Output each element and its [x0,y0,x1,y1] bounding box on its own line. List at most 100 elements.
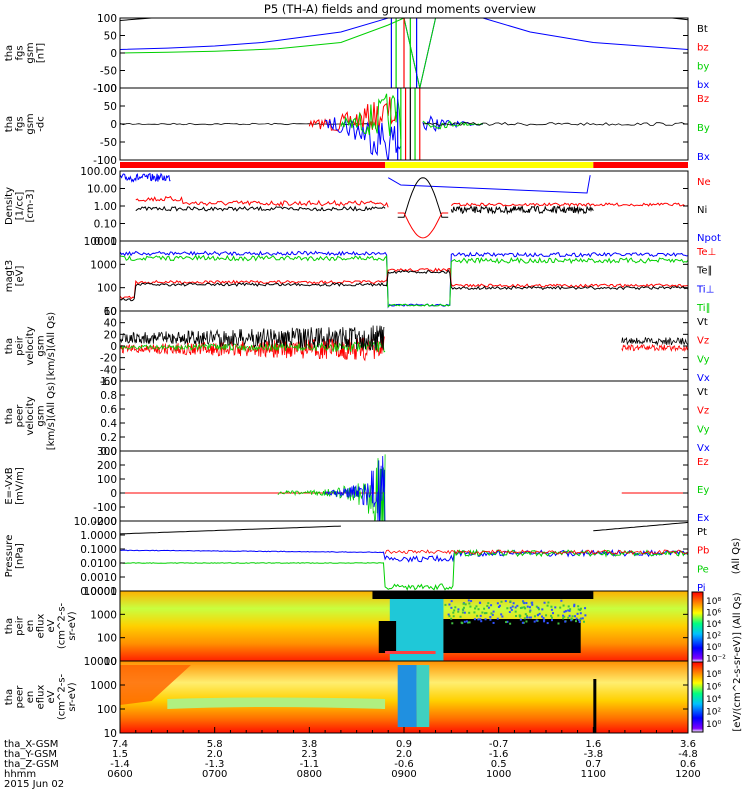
efield-ytick: 100 [97,474,117,486]
spec-speckle [500,600,503,603]
spec-speckle [490,612,493,615]
peir_velocity-ylabel: velocity [25,326,36,365]
spec-speckle [550,608,553,611]
peir_velocity-plot-area [120,325,688,362]
spec-speckle [519,614,522,617]
spec-speckle [464,603,467,606]
spec-speckle [452,615,455,618]
series-Te-par [120,269,688,302]
density-ytick: 100.00 [80,166,117,178]
spec-speckle [478,601,481,604]
fgs_dc-plot-area [120,88,688,160]
series-Pt [120,525,341,535]
spec-speckle [509,600,512,603]
pressure-ytick: 0.0010 [80,572,117,584]
figure-title: P5 (TH-A) fields and ground moments over… [264,2,536,16]
spec-speckle [519,618,522,621]
spec-speckle [568,614,571,617]
fgs_dc-frame [119,87,689,161]
xaxis-row-label: 2015 Jun 02 [4,779,64,790]
fgs_dc-legend-Bx: Bx [697,152,710,163]
series-Npot [387,175,591,194]
peer_velocity-ylabel: peer [15,404,26,428]
spec-speckle [459,615,462,618]
spec-speckle [492,610,495,613]
spec-speckle [554,606,557,609]
peer_velocity-legend-Vz: Vz [697,406,709,417]
spec-speckle [505,621,508,624]
temperature-legend-Te∥: Te∥ [696,266,713,277]
peer_velocity-ytick: 0.8 [100,390,117,402]
fgs_dc-ylabel: -dc [36,116,47,131]
spec-speckle [484,618,487,621]
peir_spec-ylabel: tha [4,618,15,634]
spec-speckle [485,612,488,615]
efield-ytick: 200 [97,460,117,472]
spec-speckle [538,612,541,615]
spec-speckle [504,600,507,603]
series-Ne [397,212,449,239]
spec-speckle [563,615,566,618]
peer_velocity-frame [119,380,689,452]
fgs-legend-by: by [697,61,709,72]
temperature-ytick: 1000 [90,259,117,271]
spec-speckle [563,610,566,613]
peir_spec-ytick: 100 [97,633,117,645]
spec-speckle [564,610,567,613]
peir_spec-ylabel: eV [46,619,57,632]
fgs_dc-ytick: 50 [104,101,117,113]
spec-speckle [468,621,471,624]
colorbar-tick: 10⁰ [706,720,721,730]
spec-speckle [526,616,529,619]
spec-speckle [467,621,470,624]
spec-speckle [534,615,537,618]
peer_velocity-ylabel: gsm [36,405,47,426]
spec-speckle [535,605,538,608]
spec-speckle [457,608,460,611]
peer_velocity-ytick: 0.0 [100,446,117,458]
peer_velocity-ylabel: tha [4,408,15,424]
efield-legend-Ex: Ex [697,513,709,524]
spec-speckle [574,615,577,618]
series-Bx [325,117,402,160]
xaxis-tick-z: -1.3 [205,759,225,770]
spec-speckle [531,603,534,606]
xaxis-tick-t: 0700 [202,769,227,780]
spec-speckle [514,610,517,613]
fgs-ylabel: tha [4,45,15,61]
spec-speckle [450,606,453,609]
xaxis-tick-x: 7.4 [112,739,128,750]
fgs-legend-bz: bz [697,43,709,54]
series-Vt [120,325,385,351]
peer_spec-ytick: 1000 [90,680,117,692]
peir_velocity-ytick: -40 [100,364,117,376]
spec-speckle [576,612,579,615]
peir_velocity-ylabel: peir [15,335,26,355]
spec-speckle [496,617,499,620]
spec-speckle [448,603,451,606]
spec-speckle [578,619,581,622]
xaxis-tick-z: -0.6 [394,759,414,770]
fgs_dc-ytick: -50 [100,137,117,149]
spec-speckle [448,615,451,618]
spec-speckle [473,618,476,621]
spec-speckle [541,615,544,618]
spec-speckle [453,609,456,612]
spec-speckle [564,620,567,623]
spec-speckle [475,605,478,608]
spec-speckle [473,611,476,614]
peir_velocity-ylabel: gsm [36,335,47,356]
peir_velocity-ytick: 20 [104,329,117,341]
efield-ytick: -200 [93,516,117,528]
peir_velocity-legend-Vz: Vz [697,336,709,347]
peir_spec-ytick: 10000 [84,586,117,598]
fgs_dc-legend-Bz: Bz [697,94,709,105]
spec-speckle [511,605,514,608]
series-Pe [120,548,688,591]
peir_velocity-ytick: -20 [100,353,117,365]
peer_spec-ylabel: sr-eV) [67,682,78,711]
spec-speckle [506,620,509,623]
peer_velocity-ylabel: [km/s](All Qs) [46,382,57,450]
spec-speckle [463,620,466,623]
temperature-ytick: 10000 [84,236,117,248]
